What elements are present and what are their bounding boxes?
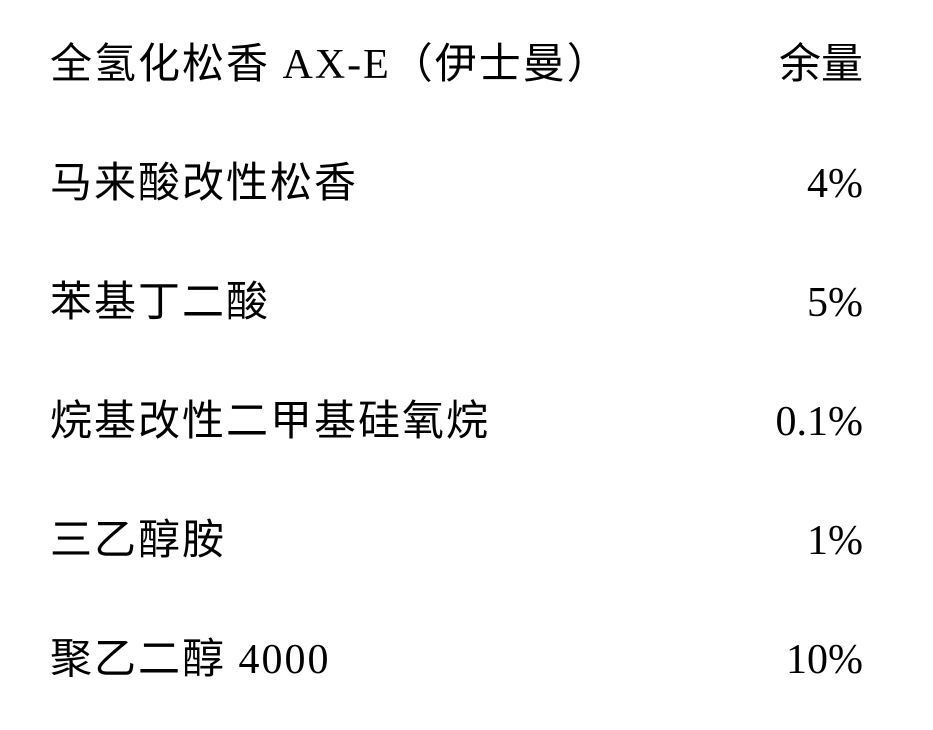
ingredient-label: 全氢化松香 AX-E（伊士曼）	[50, 30, 611, 91]
ingredient-label: 马来酸改性松香	[50, 149, 358, 210]
table-row: 全氢化松香 AX-E（伊士曼） 余量	[50, 30, 883, 91]
ingredient-label: 烷基改性二甲基硅氧烷	[50, 387, 490, 448]
table-row: 苯基丁二酸 5%	[50, 268, 883, 329]
ingredient-value: 0.1%	[776, 398, 884, 446]
ingredient-label: 三乙醇胺	[50, 506, 226, 567]
ingredient-value: 余量	[779, 30, 883, 91]
ingredient-value: 1%	[807, 517, 883, 565]
table-row: 三乙醇胺 1%	[50, 506, 883, 567]
ingredient-value: 10%	[786, 636, 883, 684]
ingredient-label: 聚乙二醇 4000	[50, 625, 331, 686]
table-row: 聚乙二醇 4000 10%	[50, 625, 883, 686]
ingredient-label: 苯基丁二酸	[50, 268, 270, 329]
table-row: 烷基改性二甲基硅氧烷 0.1%	[50, 387, 883, 448]
table-row: 马来酸改性松香 4%	[50, 149, 883, 210]
ingredient-value: 5%	[807, 279, 883, 327]
ingredient-value: 4%	[807, 160, 883, 208]
